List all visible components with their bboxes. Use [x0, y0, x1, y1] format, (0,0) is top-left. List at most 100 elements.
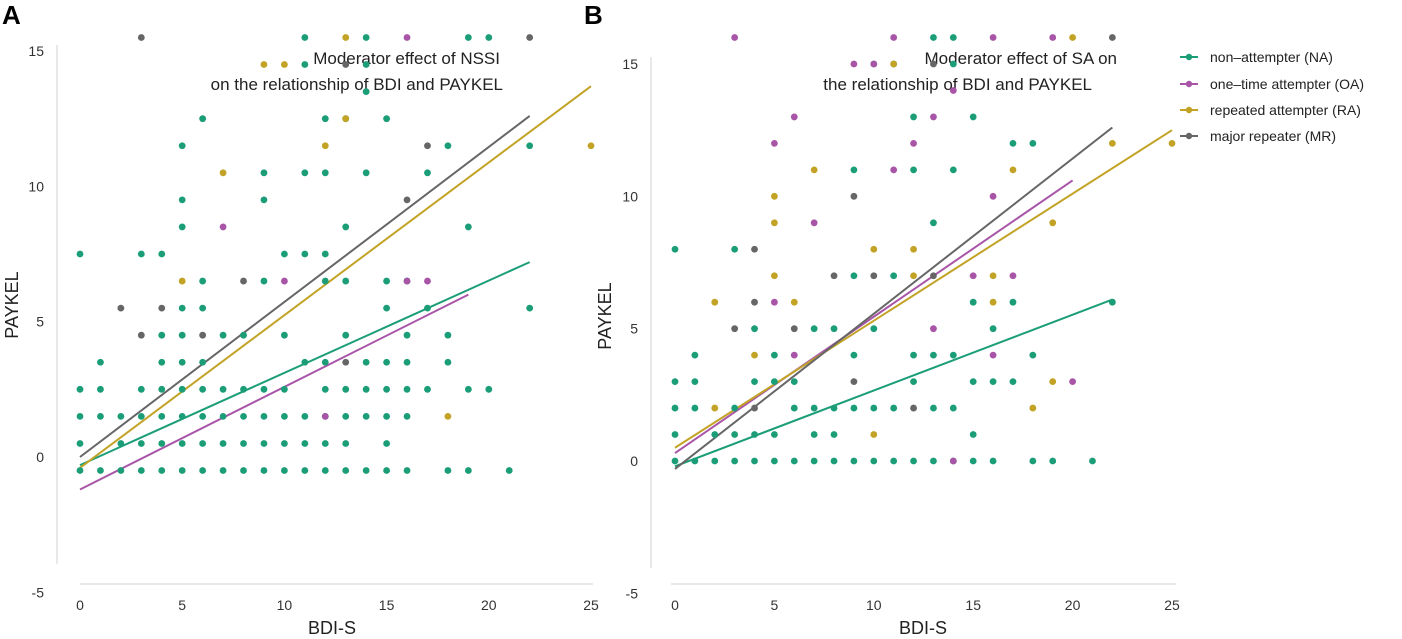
- data-point-na: [178, 196, 186, 204]
- data-point-na: [790, 457, 798, 465]
- data-point-na: [403, 331, 411, 339]
- x-tick-label: 25: [1164, 597, 1180, 613]
- data-point-na: [1108, 298, 1116, 306]
- data-point-na: [989, 378, 997, 385]
- data-point-na: [240, 385, 247, 393]
- data-point-oa: [403, 277, 411, 285]
- legend-marker-mr: [1185, 132, 1193, 140]
- data-point-na: [281, 250, 288, 258]
- data-point-na: [362, 34, 370, 41]
- data-point-oa: [870, 60, 878, 68]
- data-point-na: [910, 166, 917, 174]
- data-point-na: [199, 413, 207, 420]
- legend-label-mr: major repeater (MR): [1210, 128, 1336, 144]
- y-tick-label: -5: [32, 584, 45, 600]
- data-point-mr: [137, 34, 145, 41]
- data-point-ra: [321, 142, 329, 150]
- data-point-na: [260, 467, 268, 474]
- data-point-na: [281, 385, 288, 393]
- data-point-na: [178, 142, 186, 150]
- data-point-na: [810, 431, 818, 438]
- data-point-na: [240, 331, 247, 339]
- data-point-na: [751, 378, 758, 385]
- data-point-na: [1089, 457, 1096, 465]
- data-point-na: [810, 404, 818, 412]
- data-point-na: [178, 413, 186, 420]
- data-point-mr: [199, 331, 207, 339]
- data-point-na: [771, 378, 778, 385]
- data-point-na: [137, 467, 145, 474]
- fit-line-oa: [79, 293, 469, 491]
- data-point-mr: [1108, 34, 1116, 41]
- data-point-na: [949, 34, 957, 41]
- data-point-na: [444, 331, 452, 339]
- data-point-na: [342, 223, 350, 231]
- data-point-na: [342, 467, 350, 474]
- data-point-na: [321, 358, 329, 366]
- data-point-na: [178, 331, 186, 339]
- data-point-na: [424, 385, 431, 393]
- data-point-na: [301, 467, 309, 474]
- data-point-na: [771, 457, 778, 465]
- data-point-oa: [1009, 272, 1017, 280]
- data-point-na: [910, 378, 917, 385]
- data-point-oa: [1049, 34, 1057, 41]
- data-point-na: [362, 169, 370, 177]
- data-point-na: [731, 431, 739, 438]
- data-point-na: [260, 413, 268, 420]
- data-point-mr: [751, 298, 758, 306]
- data-point-na: [178, 304, 186, 312]
- data-point-na: [424, 169, 431, 177]
- data-point-na: [810, 325, 818, 333]
- data-point-na: [930, 34, 937, 41]
- data-point-na: [711, 457, 719, 465]
- data-point-na: [260, 196, 268, 204]
- data-point-na: [260, 169, 268, 177]
- data-point-na: [321, 385, 329, 393]
- data-point-na: [137, 385, 145, 393]
- data-point-na: [403, 385, 411, 393]
- data-point-na: [870, 457, 878, 465]
- fit-line-ra: [79, 85, 592, 469]
- data-point-na: [383, 467, 390, 474]
- legend-marker-oa: [1185, 80, 1193, 88]
- data-point-na: [691, 351, 699, 359]
- data-point-oa: [281, 277, 288, 285]
- data-point-ra: [1069, 34, 1076, 41]
- data-point-na: [137, 413, 145, 420]
- data-point-na: [526, 304, 534, 312]
- data-point-ra: [219, 169, 227, 177]
- data-point-oa: [771, 140, 778, 147]
- x-axis-title: BDI-S: [899, 618, 947, 638]
- data-point-na: [711, 431, 719, 438]
- data-point-ra: [711, 298, 719, 306]
- data-point-na: [790, 378, 798, 385]
- data-point-na: [949, 351, 957, 359]
- data-point-oa: [731, 34, 739, 41]
- data-point-na: [1009, 298, 1017, 306]
- data-point-na: [158, 467, 166, 474]
- data-point-na: [850, 166, 858, 174]
- data-point-na: [1029, 140, 1037, 147]
- data-point-na: [930, 404, 937, 412]
- data-point-oa: [890, 34, 898, 41]
- data-point-na: [383, 413, 390, 420]
- data-point-na: [910, 351, 917, 359]
- x-tick-label: 25: [583, 597, 599, 613]
- data-point-na: [321, 250, 329, 258]
- data-point-na: [751, 431, 758, 438]
- data-point-na: [930, 219, 937, 227]
- data-point-na: [301, 358, 309, 366]
- data-point-ra: [890, 60, 898, 68]
- data-point-na: [383, 358, 390, 366]
- data-point-ra: [989, 298, 997, 306]
- data-point-na: [199, 440, 207, 447]
- data-point-na: [969, 378, 977, 385]
- data-point-na: [97, 467, 104, 474]
- data-point-na: [969, 457, 977, 465]
- data-point-na: [969, 431, 977, 438]
- data-point-na: [342, 385, 350, 393]
- data-point-na: [949, 404, 957, 412]
- data-point-na: [505, 467, 513, 474]
